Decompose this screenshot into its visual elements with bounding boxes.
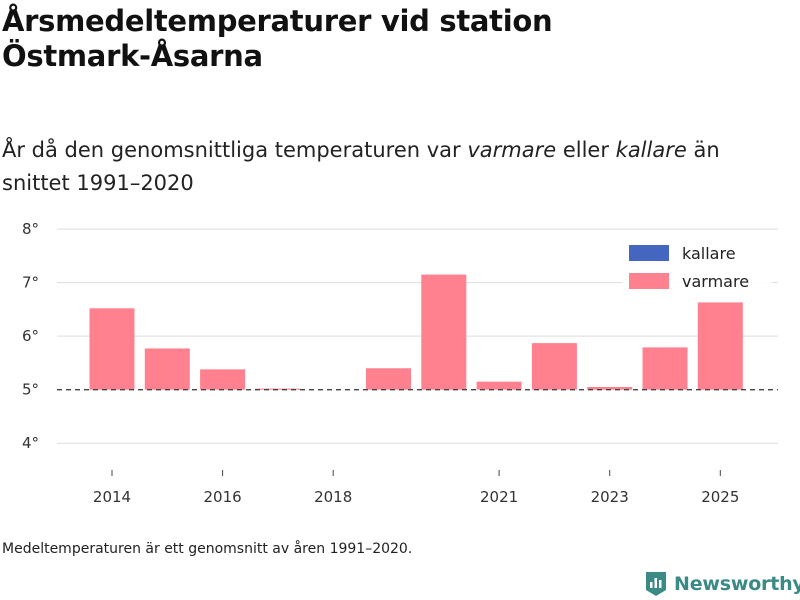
bars <box>89 274 743 390</box>
chart-title-line1: Årsmedeltemperaturer vid station <box>2 4 553 38</box>
bar-2021 <box>476 381 522 390</box>
brand-name: Newsworthy <box>674 573 800 595</box>
legend-swatch-varmare <box>629 273 669 289</box>
subtitle-part1: År då den genomsnittliga temperaturen va… <box>2 138 468 162</box>
y-tick-label: 8° <box>22 220 39 238</box>
bar-2019 <box>366 368 411 390</box>
newsworthy-logo: Newsworthy <box>644 568 800 600</box>
bar-2020 <box>421 274 467 390</box>
subtitle-part2: eller <box>556 138 616 162</box>
x-tick-label: 2021 <box>480 488 518 506</box>
chart-title-line2: Östmark-Åsarna <box>2 39 263 73</box>
legend-label-varmare: varmare <box>682 272 749 291</box>
bar-2025 <box>697 302 743 390</box>
subtitle-colder-word: kallare <box>615 138 687 162</box>
x-tick-label: 2018 <box>314 488 352 506</box>
chart-subtitle: År då den genomsnittliga temperaturen va… <box>2 134 782 200</box>
legend: kallare varmare <box>622 239 772 297</box>
bar-2024 <box>642 347 688 390</box>
y-tick-label: 5° <box>22 381 39 399</box>
subtitle-part3: än snittet 1991–2020 <box>2 138 720 195</box>
footnote: Medeltemperaturen är ett genomsnitt av å… <box>2 541 413 557</box>
bar-2014 <box>89 308 135 390</box>
y-tick-label: 6° <box>22 327 39 345</box>
y-axis-ticks: 4° 5° 6° 7° 8° <box>22 220 39 452</box>
bar-2015 <box>144 348 190 390</box>
x-tick-label: 2025 <box>701 488 739 506</box>
bar-2023 <box>587 387 633 390</box>
bar-2016 <box>200 369 246 390</box>
x-tick-label: 2014 <box>93 488 131 506</box>
subtitle-warmer-word: varmare <box>467 138 557 162</box>
y-tick-label: 7° <box>22 274 39 292</box>
x-tick-label: 2016 <box>204 488 242 506</box>
bar-2022 <box>531 343 577 390</box>
legend-label-kallare: kallare <box>682 244 736 263</box>
newsworthy-chart-icon <box>646 572 666 596</box>
x-tick-label: 2023 <box>591 488 629 506</box>
y-tick-label: 4° <box>22 434 39 452</box>
legend-swatch-kallare <box>629 245 669 261</box>
chart-title: Årsmedeltemperaturer vid station Östmark… <box>2 4 762 74</box>
x-axis-ticks: 2014 2016 2018 2021 2023 2025 <box>93 470 739 506</box>
